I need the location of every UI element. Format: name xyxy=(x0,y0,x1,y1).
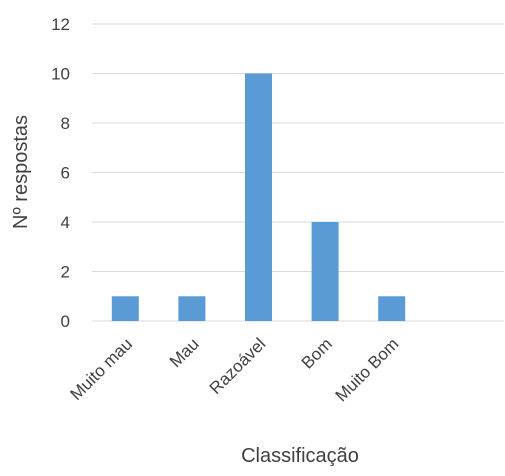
y-tick-label: 12 xyxy=(51,15,70,34)
y-tick-label: 10 xyxy=(51,65,70,84)
x-tick-label: Mau xyxy=(166,334,203,371)
y-axis-title: Nº respostas xyxy=(10,115,32,229)
x-tick-label: Bom xyxy=(298,334,336,372)
y-tick-label: 6 xyxy=(61,164,70,183)
bar-bom xyxy=(311,222,339,321)
y-tick-labels: 0 2 4 6 8 10 12 xyxy=(51,15,70,331)
y-tick-label: 4 xyxy=(61,213,70,232)
gridlines xyxy=(92,23,504,322)
x-axis-title: Classificação xyxy=(241,445,359,467)
bar-muito-bom xyxy=(378,296,406,321)
x-tick-label: Muito Bom xyxy=(332,334,403,405)
y-tick-label: 2 xyxy=(61,263,70,282)
x-tick-label: Razoável xyxy=(206,334,270,398)
x-tick-label: Muito mau xyxy=(67,334,137,404)
y-tick-label: 0 xyxy=(61,312,70,331)
y-tick-label: 8 xyxy=(61,114,70,133)
bar-muito-mau xyxy=(111,296,139,321)
bar-mau xyxy=(178,296,206,321)
bars xyxy=(111,73,406,321)
bar-razoável xyxy=(245,73,272,321)
